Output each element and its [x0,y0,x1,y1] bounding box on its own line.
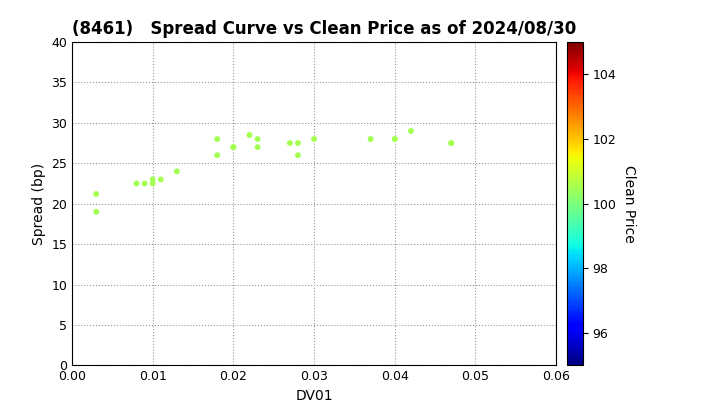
Point [252,144,264,150]
Point [147,180,158,187]
Point [155,176,166,183]
Point [446,140,457,147]
Point [365,136,377,142]
Y-axis label: Clean Price: Clean Price [622,165,636,243]
Point [212,152,223,158]
Point [405,128,417,134]
Point [284,140,296,147]
Point [212,136,223,142]
Point [389,136,400,142]
Point [131,180,143,187]
Y-axis label: Spread (bp): Spread (bp) [32,163,45,245]
Point [171,168,183,175]
Point [446,140,457,147]
Point [292,152,304,158]
Point [91,191,102,197]
Point [139,180,150,187]
Point [252,136,264,142]
Point [308,136,320,142]
Point [228,144,239,150]
X-axis label: DV01: DV01 [295,389,333,403]
Text: (8461)   Spread Curve vs Clean Price as of 2024/08/30: (8461) Spread Curve vs Clean Price as of… [72,20,576,38]
Point [147,176,158,183]
Point [389,136,400,142]
Point [228,144,239,150]
Point [244,131,256,138]
Point [91,208,102,215]
Point [292,140,304,147]
